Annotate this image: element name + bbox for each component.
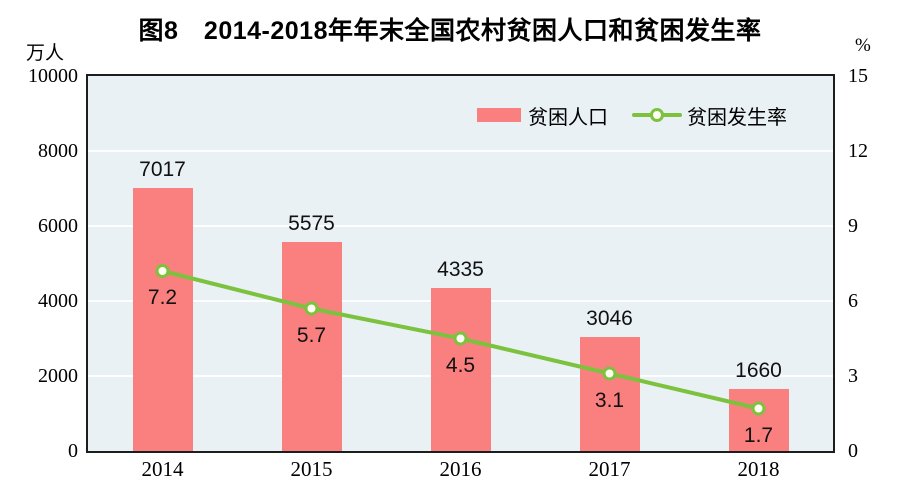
- right-tick-0: 0: [848, 440, 858, 462]
- gridline-8000: [88, 150, 833, 152]
- bar-2014: [132, 187, 193, 451]
- right-tick-15: 15: [848, 65, 868, 87]
- legend-line-label: 贫困发生率: [687, 106, 787, 129]
- rate-value-2015: 5.7: [296, 323, 327, 347]
- rate-line-layer: [155, 264, 766, 416]
- legend: 贫困人口 贫困发生率: [477, 102, 787, 129]
- rate-value-2016: 4.5: [445, 353, 476, 377]
- rate-value-2014: 7.2: [147, 286, 178, 309]
- right-tick-12: 12: [848, 140, 868, 162]
- bar-2016: [430, 288, 491, 451]
- left-tick-6000: 6000: [38, 215, 78, 237]
- right-tick-9: 9: [848, 215, 858, 237]
- x-label-2017: 2017: [588, 457, 631, 481]
- rate-marker-2015: [304, 301, 319, 316]
- rate-marker-2016: [453, 331, 468, 346]
- left-tick-2000: 2000: [38, 365, 78, 387]
- bar-value-2016: 4335: [437, 258, 484, 282]
- rate-marker-2014: [155, 264, 170, 278]
- bar-value-2017: 3046: [586, 306, 633, 330]
- rate-marker-2018: [751, 401, 766, 416]
- right-tick-3: 3: [848, 365, 858, 387]
- gridline-6000: [88, 225, 833, 227]
- x-label-2018: 2018: [737, 457, 780, 481]
- chart-title: 图8 2014-2018年年末全国农村贫困人口和贫困发生率: [138, 17, 762, 45]
- legend-bar-label: 贫困人口: [528, 106, 608, 129]
- bar-2015: [281, 241, 342, 451]
- right-tick-6: 6: [848, 290, 858, 312]
- left-tick-8000: 8000: [38, 140, 78, 162]
- left-tick-10000: 10000: [28, 65, 78, 87]
- left-axis-unit: 万人: [26, 43, 65, 64]
- rate-marker-2017: [602, 366, 617, 381]
- legend-line-circle: [650, 108, 664, 122]
- left-tick-0: 0: [68, 440, 78, 462]
- bar-value-2018: 1660: [735, 358, 782, 382]
- rate-value-2017: 3.1: [594, 388, 625, 412]
- bar-2018: [728, 388, 789, 451]
- legend-line-marker: [632, 108, 682, 122]
- left-tick-4000: 4000: [38, 290, 78, 312]
- x-label-2014: 2014: [141, 457, 184, 481]
- x-label-2015: 2015: [290, 457, 333, 481]
- legend-bar-swatch: [477, 108, 521, 122]
- plot-area: [88, 76, 833, 451]
- bar-value-2014: 7017: [139, 157, 186, 181]
- bar-2017: [579, 336, 640, 451]
- rate-value-2018: 1.7: [743, 423, 774, 447]
- x-label-2016: 2016: [439, 457, 482, 481]
- right-axis-unit: %: [855, 35, 871, 56]
- bar-value-2015: 5575: [288, 211, 335, 235]
